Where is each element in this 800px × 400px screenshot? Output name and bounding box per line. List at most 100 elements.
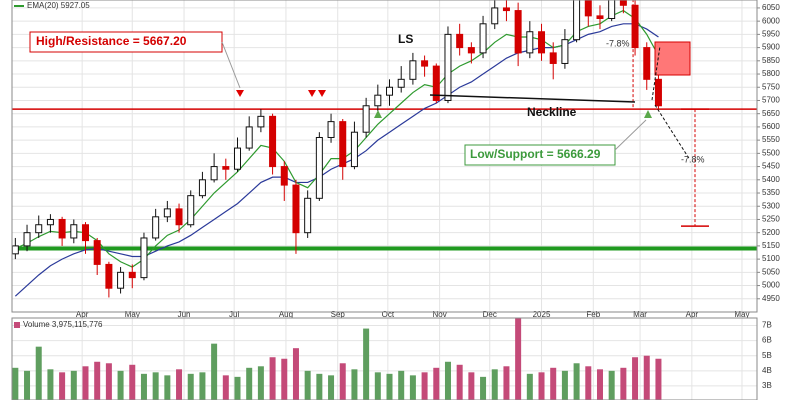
- x-tick-label: Jul: [229, 310, 239, 319]
- candle-body: [584, 0, 592, 17]
- candle-body: [315, 136, 323, 199]
- candle-body: [432, 65, 440, 101]
- volume-bar: [47, 369, 54, 400]
- volume-bar: [444, 361, 451, 400]
- candle-body: [362, 105, 370, 133]
- y-tick-label: 5450: [762, 162, 780, 171]
- connector: [221, 41, 241, 89]
- candle-body: [12, 245, 19, 255]
- candle-body: [210, 166, 218, 181]
- volume-bar: [561, 370, 568, 400]
- candle-body: [327, 121, 335, 138]
- volume-bar: [164, 375, 171, 400]
- volume-bar: [304, 370, 311, 400]
- y-tick-label: 5850: [762, 56, 780, 65]
- volume-bar: [398, 370, 405, 400]
- volume-bar: [70, 370, 77, 400]
- volume-bar: [105, 363, 112, 400]
- support-box: [464, 144, 616, 166]
- y-tick-label: 7B: [762, 321, 772, 330]
- y-tick-label: 5650: [762, 109, 780, 118]
- candle-body: [234, 147, 242, 170]
- price-frame: [11, 0, 758, 313]
- ls-label: LS: [398, 32, 413, 46]
- candle-body: [643, 47, 651, 80]
- candle-body: [654, 78, 662, 107]
- candle-body: [549, 52, 557, 64]
- volume-bar: [82, 366, 89, 400]
- volume-bar: [187, 373, 194, 400]
- volume-bar: [363, 328, 370, 400]
- y-tick-label: 4B: [762, 366, 772, 375]
- y-tick-label: 5150: [762, 241, 780, 250]
- y-tick-label: 5800: [762, 69, 780, 78]
- bounce-arrow: [651, 45, 661, 101]
- candle-body: [269, 115, 277, 168]
- ema-line: [14, 23, 659, 297]
- volume-bar: [608, 370, 615, 400]
- x-tick-label: May: [125, 310, 140, 319]
- volume-bar: [643, 355, 650, 400]
- volume-bar: [433, 367, 440, 400]
- y-tick-label: 5950: [762, 29, 780, 38]
- volume-bar: [409, 375, 416, 400]
- y-tick-label: 3B: [762, 381, 772, 390]
- y-tick-label: 5350: [762, 188, 780, 197]
- x-tick-label: Mar: [633, 310, 647, 319]
- volume-bar: [339, 363, 346, 400]
- volume-bar: [117, 370, 124, 400]
- arrow-up: [644, 110, 652, 118]
- legend-volume: Volume 3,975,115,776: [23, 320, 103, 329]
- x-tick-label: 2025: [533, 310, 551, 319]
- y-tick-label: 5550: [762, 135, 780, 144]
- price-panel: [12, 0, 662, 298]
- volume-bar: [35, 346, 42, 400]
- y-tick-label: 5750: [762, 82, 780, 91]
- resistance-label: High/Resistance = 5667.20: [36, 34, 187, 48]
- volume-bar: [140, 373, 147, 400]
- ema-line: [15, 9, 659, 268]
- candle-body: [350, 131, 358, 168]
- volume-bar: [328, 375, 335, 400]
- candle-body: [140, 237, 148, 279]
- candle-body: [339, 121, 347, 168]
- candle-body: [409, 60, 417, 80]
- volume-bar: [456, 364, 463, 400]
- volume-bar: [374, 372, 381, 400]
- volume-bar: [292, 348, 299, 400]
- y-tick-label: 5050: [762, 267, 780, 276]
- candle-body: [608, 0, 616, 20]
- candle-body: [304, 197, 312, 234]
- candle-body: [444, 33, 452, 101]
- candle-body: [152, 216, 160, 239]
- y-tick-label: 5200: [762, 228, 780, 237]
- y-tick-label: 5B: [762, 351, 772, 360]
- volume-bar: [526, 373, 533, 400]
- candle-body: [292, 184, 300, 234]
- neckline-label: Neckline: [527, 105, 577, 119]
- volume-bar: [386, 373, 393, 400]
- volume-bar: [632, 357, 639, 400]
- arrow-down: [236, 90, 244, 97]
- candle-body: [479, 23, 487, 54]
- candle-body: [257, 115, 265, 128]
- volume-bar: [246, 367, 253, 400]
- candle-body: [596, 15, 604, 20]
- volume-bar: [596, 369, 603, 400]
- candle-body: [46, 218, 54, 226]
- volume-bar: [620, 367, 627, 400]
- candle-body: [491, 7, 499, 25]
- candle-body: [280, 166, 288, 186]
- volume-bar: [515, 318, 522, 400]
- volume-bar: [234, 376, 241, 400]
- support-label: Low/Support = 5666.29: [470, 147, 601, 161]
- y-tick-label: 5400: [762, 175, 780, 184]
- volume-bar: [655, 358, 662, 400]
- volume-bar: [491, 369, 498, 400]
- drop-label: -7.8%: [606, 38, 630, 48]
- volume-bar: [538, 372, 545, 400]
- volume-bar: [59, 372, 66, 400]
- candle-body: [514, 10, 522, 54]
- candle-body: [187, 195, 195, 226]
- candle-body: [105, 263, 113, 289]
